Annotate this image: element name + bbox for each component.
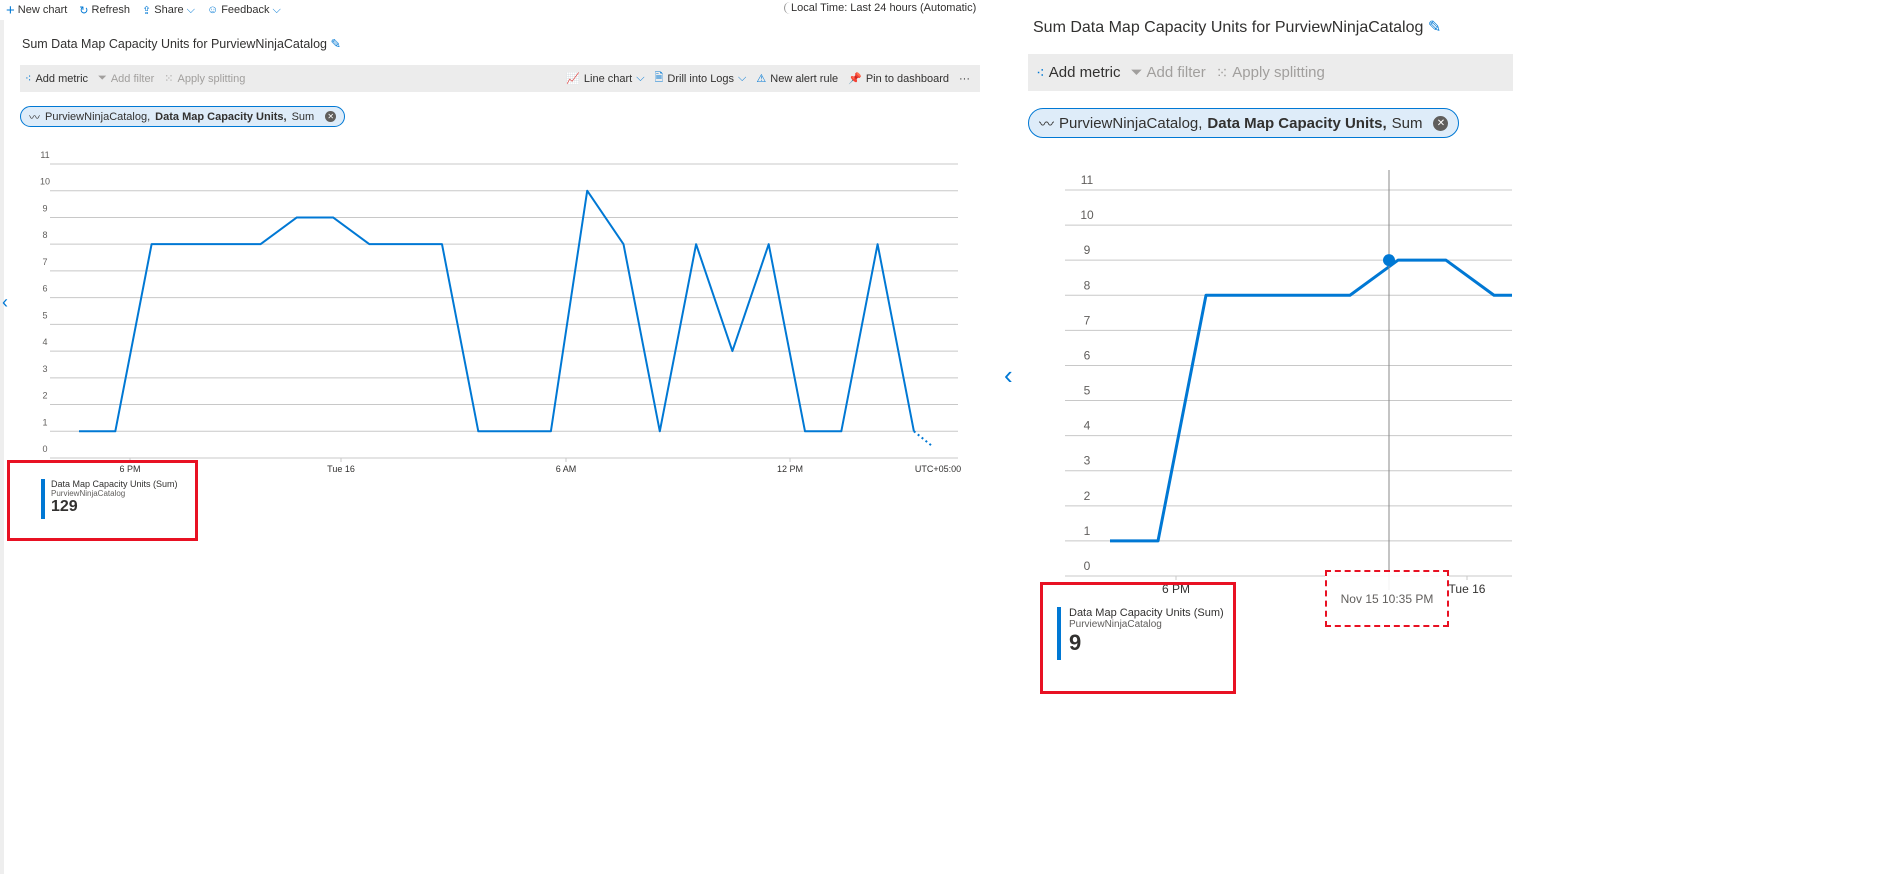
x-tick-label: Tue 16 (1449, 582, 1486, 596)
scroll-left-icon[interactable]: ‹ (1004, 360, 1013, 390)
chart-title: Sum Data Map Capacity Units for PurviewN… (22, 37, 341, 51)
new-alert-rule-button[interactable]: ⚠ New alert rule (756, 72, 839, 86)
add-filter-button[interactable]: ⏷ Add filter (1130, 64, 1206, 81)
add-metric-button[interactable]: ⁖ Add metric (1036, 64, 1121, 82)
highlight-point (1383, 254, 1395, 267)
chevron-down-icon: ⌵ (186, 3, 195, 16)
chevron-down-icon: ⌵ (738, 72, 747, 84)
alert-icon: ⚠ (756, 73, 767, 85)
pencil-icon[interactable]: ✎ (330, 37, 341, 51)
y-tick-label: 6 (1084, 348, 1091, 362)
remove-icon[interactable]: ✕ (325, 111, 337, 122)
y-tick-label: 10 (1080, 208, 1094, 222)
series-line (1110, 258, 1512, 543)
x-tick-label: 6 PM (119, 464, 140, 474)
y-tick-label: 0 (42, 444, 47, 454)
line-chart-button[interactable]: 📈 Line chart ⌵ (566, 72, 645, 85)
x-tick-label: 6 PM (1162, 582, 1190, 596)
right-line-chart: 0 1 2 3 4 5 6 7 8 9 10 11 6 PM Tue 16 (1065, 170, 1513, 596)
y-tick-label: 3 (1084, 454, 1091, 468)
x-tick-label: Tue 16 (327, 464, 355, 474)
y-tick-label: 9 (1084, 243, 1091, 257)
legend-item[interactable]: Data Map Capacity Units (Sum) PurviewNin… (1057, 607, 1224, 660)
metric-pill[interactable]: 〰 PurviewNinjaCatalog, Data Map Capacity… (1028, 108, 1460, 138)
apply-splitting-button[interactable]: ⁙ Apply splitting (164, 72, 246, 86)
y-tick-label: 5 (42, 310, 47, 320)
left-edge (0, 20, 4, 874)
x-tick-label: UTC+05:00 (915, 464, 961, 474)
y-tick-label: 2 (1084, 489, 1091, 503)
y-tick-label: 5 (1084, 384, 1091, 398)
new-chart-button[interactable]: + New chart (6, 1, 68, 19)
y-tick-label: 1 (42, 417, 47, 427)
add-metric-button[interactable]: ⁖ Add metric (25, 72, 89, 86)
command-bar: + New chart ↻ Refresh ⇪ Share ⌵ ☺ Feedback ⌵ (0, 0, 990, 20)
line-icon: 〰 (1039, 115, 1055, 133)
y-tick-label: 8 (42, 230, 47, 240)
y-tick-label: 1 (1084, 524, 1091, 538)
left-line-chart: 0 1 2 3 4 5 6 7 8 9 10 11 6 PM Tue 16 6 AM 12 PM UTC+05:… (40, 150, 961, 474)
series-line (79, 189, 915, 433)
legend-highlight-box (1040, 582, 1236, 694)
pin-icon: 📌 (848, 73, 862, 85)
y-tick-label: 3 (42, 364, 47, 374)
more-button[interactable]: ··· (959, 72, 970, 85)
y-tick-label: 11 (40, 150, 49, 160)
chevron-down-icon: ⌵ (636, 72, 645, 84)
add-metric-icon: ⁖ (25, 73, 32, 85)
y-tick-label: 4 (42, 337, 47, 347)
legend-item[interactable]: Data Map Capacity Units (Sum) PurviewNin… (41, 479, 178, 519)
plus-icon: + (6, 1, 15, 19)
filter-icon: ⏷ (98, 72, 107, 84)
x-tick-label: 12 PM (777, 464, 803, 474)
y-tick-label: 10 (40, 177, 50, 187)
logs-icon: 🗎 (654, 72, 664, 84)
chevron-down-icon: ⌵ (272, 3, 281, 16)
y-tick-label: 2 (42, 391, 47, 401)
chart-toolbar: ⁖ Add metric ⏷ Add filter ⁙ Apply splitting… (20, 65, 980, 92)
y-tick-label: 11 (1081, 173, 1094, 187)
y-tick-label: 8 (1084, 278, 1091, 292)
splitting-icon: ⁙ (1215, 64, 1229, 82)
refresh-icon: ↻ (79, 4, 89, 17)
tooltip: Nov 15 10:35 PM (1325, 570, 1449, 627)
metric-pill[interactable]: 〰 PurviewNinjaCatalog, Data Map Capacity… (20, 106, 346, 127)
remove-icon[interactable]: ✕ (1433, 115, 1449, 131)
share-button[interactable]: ⇪ Share ⌵ (142, 3, 195, 17)
add-filter-button[interactable]: ⏷ Add filter (98, 72, 155, 85)
chart-title: Sum Data Map Capacity Units for PurviewN… (1033, 19, 1442, 36)
pin-to-dashboard-button[interactable]: 📌 Pin to dashboard (848, 72, 949, 86)
legend-highlight-box (7, 460, 198, 541)
y-tick-label: 4 (1084, 419, 1091, 433)
pencil-icon[interactable]: ✎ (1427, 19, 1442, 36)
share-icon: ⇪ (142, 4, 152, 17)
line-chart-icon: 📈 (566, 73, 580, 85)
y-tick-label: 9 (42, 203, 47, 213)
smiley-icon: ☺ (206, 4, 219, 16)
y-tick-label: 0 (1084, 559, 1091, 573)
y-tick-label: 7 (42, 257, 47, 267)
scroll-left-icon[interactable]: ‹ (2, 292, 8, 312)
time-range-picker[interactable]: Local Time: Last 24 hours (Automatic) (784, 2, 976, 14)
line-icon: 〰 (29, 111, 40, 124)
filter-icon: ⏷ (1130, 64, 1143, 81)
refresh-button[interactable]: ↻ Refresh (79, 4, 131, 17)
y-tick-label: 7 (1084, 313, 1091, 327)
add-metric-icon: ⁖ (1036, 64, 1045, 82)
drill-into-logs-button[interactable]: 🗎 Drill into Logs ⌵ (655, 69, 747, 88)
apply-splitting-button[interactable]: ⁙ Apply splitting (1215, 64, 1325, 82)
y-tick-label: 6 (42, 284, 47, 294)
chart-toolbar: ⁖ Add metric ⏷ Add filter ⁙ Apply splitting (1028, 54, 1513, 91)
incomplete-segment (913, 430, 933, 447)
x-tick-label: 6 AM (556, 464, 577, 474)
feedback-button[interactable]: ☺ Feedback ⌵ (206, 3, 281, 17)
splitting-icon: ⁙ (164, 73, 174, 85)
